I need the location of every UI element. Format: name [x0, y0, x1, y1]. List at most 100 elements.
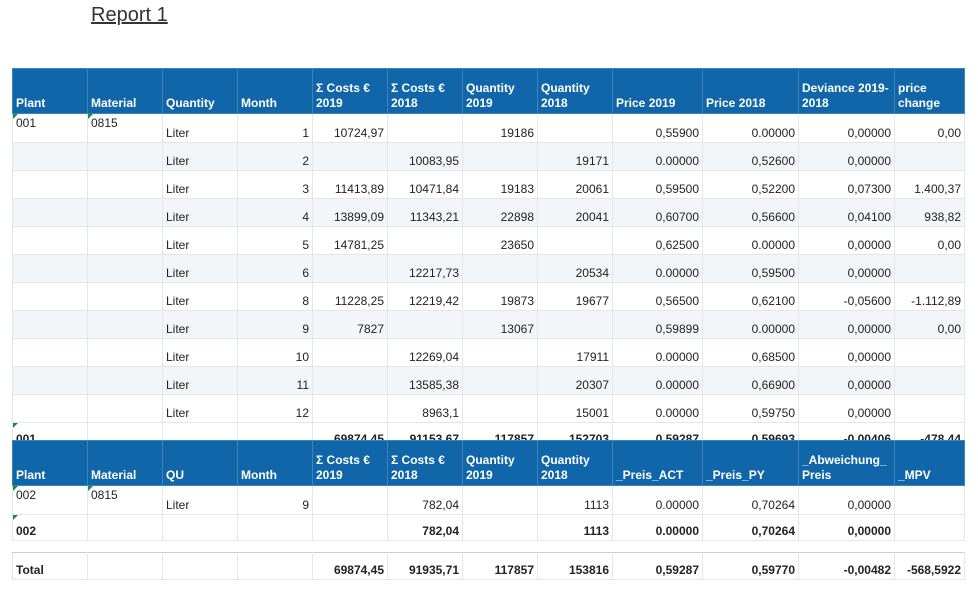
table-cell: 0,59899	[612, 310, 703, 339]
column-header[interactable]: QU	[162, 440, 238, 486]
table-cell: 0,00000	[798, 394, 895, 423]
table-cell	[894, 485, 965, 515]
table-cell	[894, 142, 965, 171]
column-header[interactable]: Month	[237, 440, 313, 486]
column-header[interactable]: Material	[87, 440, 163, 486]
table-cell: Liter	[162, 394, 238, 423]
table-cell	[87, 366, 163, 395]
table-cell: 0,52600	[702, 142, 799, 171]
table-cell: 0,62500	[612, 226, 703, 255]
subtotal-row: 002 782,04 1113 0.00000 0,70264 0,00000	[12, 514, 965, 541]
table-cell: 2	[237, 142, 313, 171]
table-cell	[87, 226, 163, 255]
table-cell: 5	[237, 226, 313, 255]
table-cell	[87, 142, 163, 171]
column-header[interactable]: _Preis_ACT	[612, 440, 703, 486]
table-cell: 4	[237, 198, 313, 227]
table-cell: 1113	[537, 514, 613, 541]
table-cell	[894, 338, 965, 367]
table-cell: 0,00000	[798, 226, 895, 255]
table-cell	[12, 338, 88, 367]
table-cell: 8	[237, 282, 313, 311]
table-cell: Liter	[162, 338, 238, 367]
table-cell: 0.00000	[612, 366, 703, 395]
table-cell: Liter	[162, 366, 238, 395]
table-row: Liter 11 13585,38 20307 0.00000 0,66900 0,0000…	[12, 366, 965, 395]
table-cell: 7827	[312, 310, 388, 339]
column-header[interactable]: Month	[237, 68, 313, 114]
table-cell	[12, 142, 88, 171]
table-cell: 0,55900	[612, 113, 703, 143]
table-cell: Liter	[162, 113, 238, 143]
table-cell: 0.00000	[612, 485, 703, 515]
table-cell: 23650	[462, 226, 538, 255]
table-cell: Liter	[162, 226, 238, 255]
column-header[interactable]: Σ Costs € 2019	[312, 440, 388, 486]
column-header[interactable]: Quantity 2019	[462, 440, 538, 486]
table-cell	[12, 254, 88, 283]
column-header[interactable]: Material	[87, 68, 163, 114]
table-cell: 10083,95	[387, 142, 463, 171]
table-cell: 19677	[537, 282, 613, 311]
column-header[interactable]: Quantity 2019	[462, 68, 538, 114]
column-header[interactable]: _MPV	[894, 440, 965, 486]
table-cell: 10471,84	[387, 170, 463, 199]
column-header[interactable]: Quantity 2018	[537, 68, 613, 114]
table-cell	[894, 366, 965, 395]
table-cell	[312, 366, 388, 395]
column-header[interactable]: Σ Costs € 2018	[387, 68, 463, 114]
column-header[interactable]: Price 2018	[702, 68, 799, 114]
table-row: Liter 12 8963,1 15001 0.00000 0,59750 0,00000	[12, 394, 965, 423]
table-cell	[462, 394, 538, 423]
table-cell: 0,52200	[702, 170, 799, 199]
table-cell	[312, 394, 388, 423]
table-row: Liter 8 11228,25 12219,42 19873 19677 0,56500 0…	[12, 282, 965, 311]
column-header[interactable]: Plant	[12, 68, 88, 114]
table-cell: 0.00000	[612, 254, 703, 283]
table-cell: -568,5922	[894, 552, 965, 580]
table-cell: 19186	[462, 113, 538, 143]
table-row: Liter 9 7827 13067 0,59899 0.00000 0,00000 0,00	[12, 310, 965, 339]
table-cell: 0,00000	[798, 338, 895, 367]
table-cell: 0,00	[894, 310, 965, 339]
table-cell: 12217,73	[387, 254, 463, 283]
table-cell: 782,04	[387, 485, 463, 515]
column-header[interactable]: Plant	[12, 440, 88, 486]
table-cell: Total	[12, 552, 88, 580]
table-cell: 0.00000	[702, 310, 799, 339]
table-cell	[12, 226, 88, 255]
table-cell: Liter	[162, 142, 238, 171]
table-cell: 9	[237, 310, 313, 339]
table-cell	[12, 282, 88, 311]
table-cell: 0.00000	[702, 113, 799, 143]
table-cell: 13899,09	[312, 198, 388, 227]
column-header[interactable]: price change	[894, 68, 965, 114]
grand-total-table: Total 69874,45 91935,71 117857 153816 0,59287…	[12, 552, 965, 580]
table-cell: -0,00482	[798, 552, 895, 580]
table-cell: 3	[237, 170, 313, 199]
column-header[interactable]: Σ Costs € 2018	[387, 440, 463, 486]
table-cell: 1113	[537, 485, 613, 515]
column-header[interactable]: Σ Costs € 2019	[312, 68, 388, 114]
column-header[interactable]: Price 2019	[612, 68, 703, 114]
table-cell: 002	[12, 514, 88, 541]
table-cell: 002	[12, 485, 88, 515]
table-row: Liter 3 11413,89 10471,84 19183 20061 0,59500 0…	[12, 170, 965, 199]
table-cell: 0.00000	[612, 142, 703, 171]
table-cell: 0815	[87, 485, 163, 515]
column-header[interactable]: Quantity	[162, 68, 238, 114]
table-row: 001 0815 Liter 1 10724,97 19186 0,55900 0.00000…	[12, 113, 965, 143]
total-row: Total 69874,45 91935,71 117857 153816 0,59287…	[12, 552, 965, 580]
table-cell: 14781,25	[312, 226, 388, 255]
column-header[interactable]: Deviance 2019-2018	[798, 68, 895, 114]
table-cell: 0,00000	[798, 254, 895, 283]
column-header[interactable]: _Abweichung_ Preis	[798, 440, 895, 486]
table-cell	[12, 170, 88, 199]
column-header[interactable]: _Preis_PY	[702, 440, 799, 486]
table-cell: 0,00000	[798, 514, 895, 541]
table-cell: 0.00000	[612, 338, 703, 367]
table-cell	[87, 310, 163, 339]
table-cell: Liter	[162, 170, 238, 199]
column-header[interactable]: Quantity 2018	[537, 440, 613, 486]
table-cell: 19171	[537, 142, 613, 171]
